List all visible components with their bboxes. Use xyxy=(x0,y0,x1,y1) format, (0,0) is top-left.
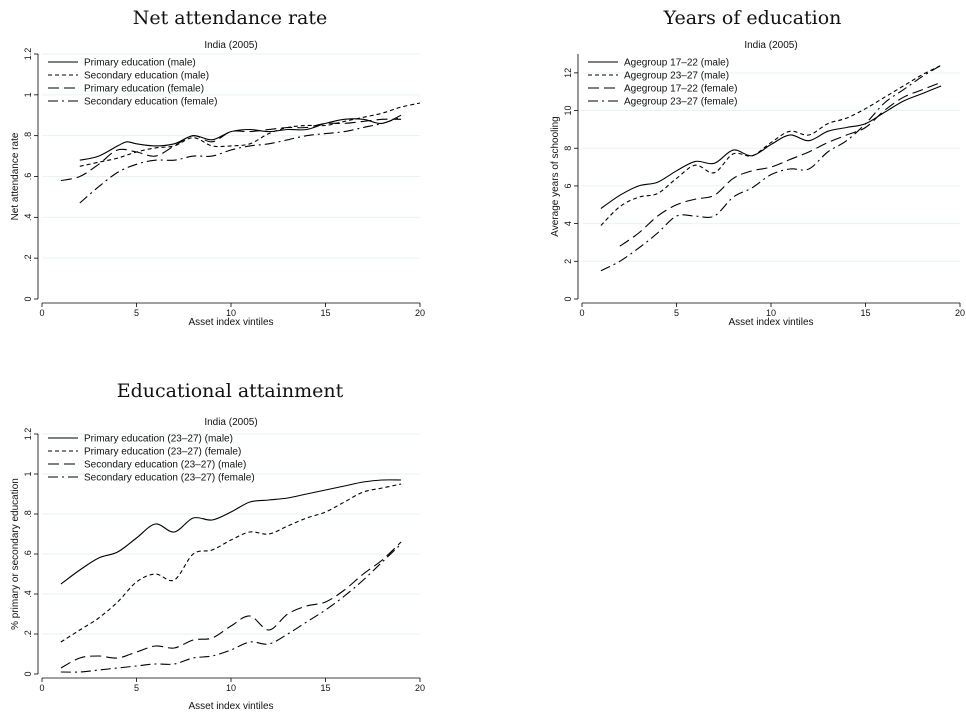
x-tick-label: 10 xyxy=(226,308,236,318)
y-tick-label: 0 xyxy=(23,671,33,676)
legend-entry: Agegroup 17–22 (female) xyxy=(624,84,737,95)
series-line-3 xyxy=(600,64,942,272)
y-tick-label: .8 xyxy=(23,510,33,518)
y-axis-label: Average years of schooling xyxy=(550,116,561,236)
series-line-3 xyxy=(60,543,402,673)
x-tick-label: 5 xyxy=(134,308,139,318)
series-line-0 xyxy=(79,114,402,161)
y-tick-label: 1 xyxy=(23,471,33,476)
series-line-2 xyxy=(60,541,402,669)
x-axis-label: Asset index vintiles xyxy=(728,317,813,328)
y-tick-label: 0 xyxy=(563,296,573,301)
chart-subtitle: India (2005) xyxy=(204,40,257,51)
x-tick-label: 0 xyxy=(579,308,584,318)
legend-entry: Agegroup 23–27 (female) xyxy=(624,97,737,108)
y-tick-label: 4 xyxy=(563,221,573,226)
y-tick-label: 1.2 xyxy=(23,428,33,441)
y-tick-label: .8 xyxy=(23,132,33,140)
series-line-2 xyxy=(60,118,402,182)
x-tick-label: 15 xyxy=(320,308,330,318)
chart-title: Educational attainment xyxy=(116,380,344,402)
series-line-1 xyxy=(60,483,402,643)
chart-title: Years of education xyxy=(663,7,842,29)
legend-entry: Primary education (male) xyxy=(84,58,196,69)
y-tick-label: .6 xyxy=(23,173,33,181)
legend-entry: Agegroup 23–27 (male) xyxy=(624,71,729,82)
x-axis-label: Asset index vintiles xyxy=(188,701,273,712)
legend-entry: Primary education (23–27) (female) xyxy=(84,447,241,458)
y-tick-label: .2 xyxy=(23,630,33,638)
y-tick-label: 0 xyxy=(23,296,33,301)
x-tick-label: 5 xyxy=(674,308,679,318)
x-tick-label: 0 xyxy=(39,683,44,693)
y-axis-label: % primary or secondary education xyxy=(10,478,21,630)
x-axis-label: Asset index vintiles xyxy=(188,317,273,328)
chart-title: Net attendance rate xyxy=(132,7,328,29)
y-tick-label: 6 xyxy=(563,183,573,188)
legend-entry: Primary education (female) xyxy=(84,84,204,95)
y-tick-label: 1.2 xyxy=(23,48,33,61)
chart-subtitle: India (2005) xyxy=(204,417,257,428)
x-tick-label: 20 xyxy=(415,308,425,318)
legend-entry: Primary education (23–27) (male) xyxy=(84,434,233,445)
x-tick-label: 20 xyxy=(415,683,425,693)
legend-entry: Secondary education (23–27) (male) xyxy=(84,460,246,471)
x-tick-label: 20 xyxy=(955,308,965,318)
y-tick-label: .2 xyxy=(23,254,33,262)
y-tick-label: .6 xyxy=(23,550,33,558)
chart-1: India (2005) 0 2 4 6 8 10 12 Average years of sc… xyxy=(550,40,965,328)
series-line-2 xyxy=(619,81,942,247)
legend-entry: Agegroup 17–22 (male) xyxy=(624,58,729,69)
x-tick-label: 15 xyxy=(320,683,330,693)
chart-panel-2: Educational attainment India (2005) 0 .2 .4… xyxy=(0,378,460,713)
chart-panel-1: Years of education India (2005) 0 2 4 6 8 10 12… xyxy=(540,0,965,328)
series-line-0 xyxy=(60,479,402,585)
y-tick-label: 1 xyxy=(23,92,33,97)
x-tick-label: 0 xyxy=(39,308,44,318)
y-axis-label: Net attendance rate xyxy=(10,132,21,220)
chart-panel-0: Net attendance rate India (2005) 0 .2 .4 .6.… xyxy=(0,0,460,328)
series-line-0 xyxy=(600,85,942,209)
x-tick-label: 10 xyxy=(766,308,776,318)
x-tick-label: 15 xyxy=(860,308,870,318)
x-tick-label: 5 xyxy=(134,683,139,693)
y-tick-label: 10 xyxy=(563,106,573,116)
chart-0: India (2005) 0 .2 .4 .6 .8 1 1.2 Net attendance … xyxy=(10,40,425,328)
y-tick-label: 12 xyxy=(563,68,573,78)
y-tick-label: .4 xyxy=(23,214,33,222)
chart-2: India (2005) 0 .2 .4 .6 .8 1 1.2 % primary or se… xyxy=(10,417,425,712)
y-tick-label: 8 xyxy=(563,146,573,151)
legend-entry: Secondary education (male) xyxy=(84,71,209,82)
y-tick-label: .4 xyxy=(23,590,33,598)
series-line-3 xyxy=(79,116,402,204)
series-line-1 xyxy=(600,64,942,226)
legend-entry: Secondary education (female) xyxy=(84,97,217,108)
legend-entry: Secondary education (23–27) (female) xyxy=(84,473,255,484)
series-line-1 xyxy=(79,102,421,167)
x-tick-label: 10 xyxy=(226,683,236,693)
y-tick-label: 2 xyxy=(563,259,573,264)
chart-subtitle: India (2005) xyxy=(744,40,797,51)
